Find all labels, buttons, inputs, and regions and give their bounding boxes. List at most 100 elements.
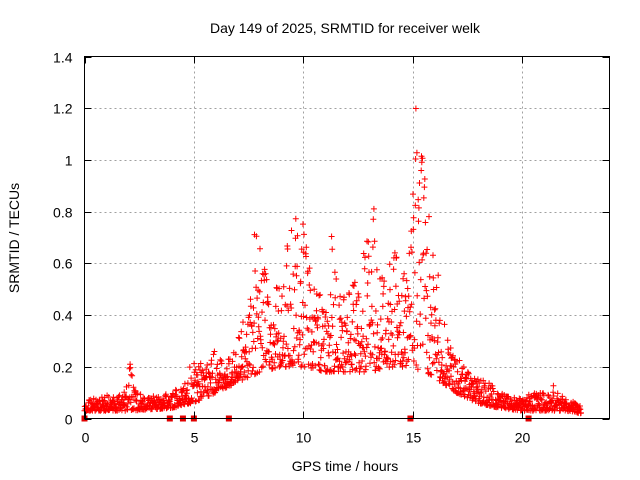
y-tick-label: 0 (65, 412, 73, 428)
data-point (415, 196, 422, 203)
data-point (380, 290, 387, 297)
data-point (332, 294, 339, 301)
data-point (265, 348, 272, 355)
data-point (347, 331, 354, 338)
data-point (134, 390, 141, 397)
data-point (224, 373, 231, 380)
data-point (393, 254, 400, 261)
data-point (396, 298, 403, 305)
data-point (385, 355, 391, 362)
data-point (357, 350, 364, 357)
data-point (347, 335, 354, 342)
data-point (406, 308, 413, 315)
data-point (380, 283, 387, 290)
data-point (369, 351, 376, 358)
data-point (409, 249, 415, 256)
data-point (410, 358, 417, 364)
data-point (346, 356, 353, 363)
data-point (412, 105, 419, 112)
data-point (273, 333, 280, 340)
data-point (129, 372, 136, 379)
data-point (303, 244, 310, 251)
data-point (450, 352, 456, 359)
data-point (429, 360, 436, 367)
data-point (212, 387, 219, 394)
data-point (301, 231, 307, 238)
data-point (334, 346, 341, 353)
data-point (286, 285, 293, 292)
data-point (261, 266, 268, 273)
data-point (550, 382, 557, 389)
data-point (243, 331, 250, 338)
data-point (284, 345, 291, 352)
data-point (280, 344, 286, 351)
data-point (325, 349, 332, 356)
data-point (217, 356, 224, 363)
data-point (428, 371, 435, 378)
data-point (425, 332, 431, 339)
data-point (438, 367, 445, 374)
data-point (130, 384, 137, 391)
data-point (246, 312, 253, 319)
data-point (283, 341, 290, 348)
data-point (341, 355, 348, 362)
data-point (355, 290, 362, 297)
data-point (291, 286, 298, 293)
data-point (407, 333, 413, 340)
data-point (184, 380, 191, 387)
data-point (295, 358, 302, 365)
data-point (501, 398, 508, 405)
data-point (399, 363, 406, 370)
data-point (362, 254, 368, 261)
data-point (370, 205, 377, 212)
data-point (205, 369, 212, 376)
data-point (344, 328, 350, 334)
data-point (426, 354, 433, 361)
data-point (262, 317, 268, 324)
data-point (337, 315, 344, 322)
data-point (537, 395, 544, 402)
data-point (414, 366, 421, 373)
y-axis-label: SRMTID / TECUs (6, 183, 22, 293)
data-point (225, 360, 232, 367)
x-tick-label: 20 (515, 430, 531, 446)
data-point (381, 278, 388, 285)
data-point (363, 363, 369, 370)
data-point (321, 336, 327, 343)
data-point (339, 363, 346, 370)
data-point (386, 261, 393, 268)
data-point (111, 400, 118, 407)
data-point (364, 292, 371, 299)
data-point (271, 325, 278, 332)
data-point (205, 392, 212, 399)
data-point (133, 397, 140, 404)
data-point (326, 342, 333, 349)
data-point (418, 167, 425, 174)
x-tick-label: 0 (82, 430, 90, 446)
data-point (421, 184, 428, 191)
data-point (371, 238, 378, 245)
data-point (338, 334, 345, 341)
data-point (465, 370, 472, 377)
data-point (331, 269, 338, 276)
data-point (250, 364, 257, 371)
data-point (363, 335, 370, 342)
data-point (550, 389, 557, 396)
data-point (284, 246, 291, 252)
data-point (266, 362, 273, 368)
data-point (186, 364, 193, 371)
data-point (328, 314, 335, 321)
data-point (359, 308, 366, 315)
data-point (240, 319, 246, 326)
data-point (454, 368, 461, 375)
data-point (196, 380, 202, 387)
data-point (305, 268, 311, 275)
data-point (417, 311, 424, 318)
data-point (341, 294, 347, 301)
data-point (351, 279, 358, 286)
data-point (296, 341, 303, 348)
data-point (194, 389, 201, 396)
data-point (307, 287, 314, 294)
data-point (465, 369, 472, 376)
